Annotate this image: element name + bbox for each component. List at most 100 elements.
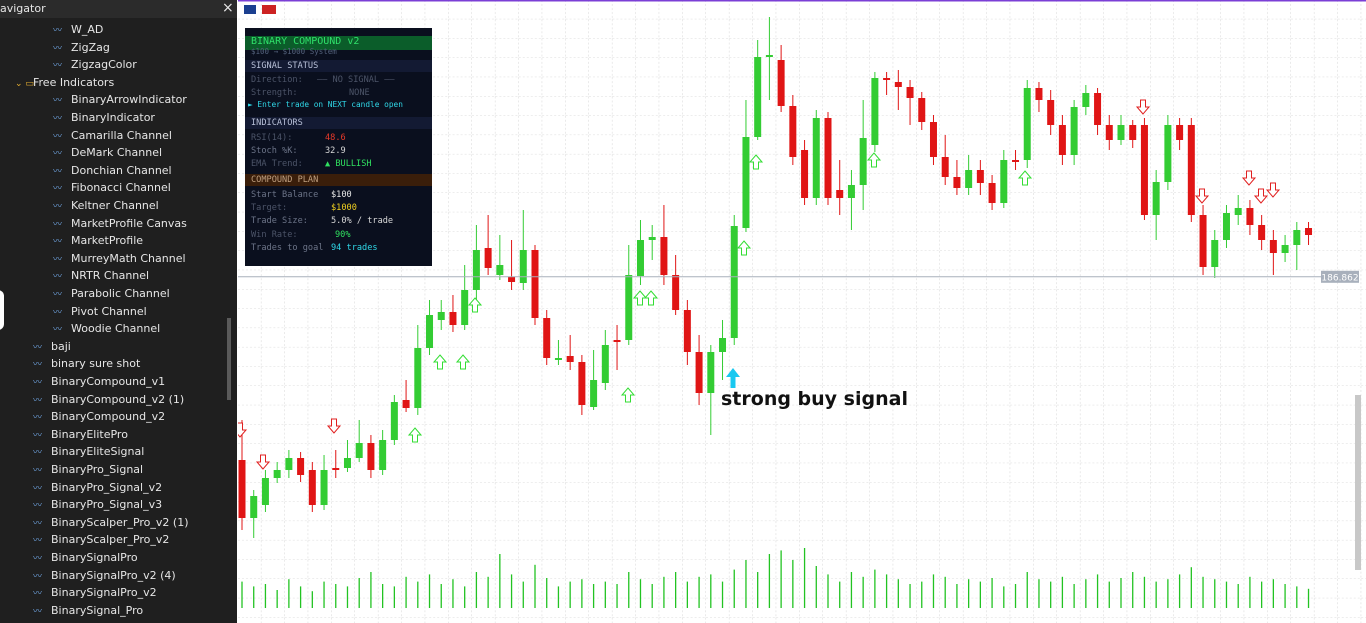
- item-icon: 〰: [53, 254, 63, 265]
- candle-body: [1105, 125, 1113, 140]
- item-label: MurreyMath Channel: [71, 251, 186, 265]
- navigator-item[interactable]: 〰 BinaryCompound_v2 (1): [33, 391, 184, 408]
- navigator-item[interactable]: 〰 Donchian Channel: [53, 162, 172, 179]
- navigator-item[interactable]: 〰 BinarySignalPro: [33, 549, 138, 566]
- candle-body: [1176, 125, 1184, 140]
- candle-body: [367, 443, 375, 470]
- candle-body: [871, 78, 879, 145]
- navigator-item[interactable]: 〰 BinaryCompound_v1: [33, 373, 165, 390]
- candle-body: [531, 250, 539, 318]
- navigator-item[interactable]: 〰 MarketProfile: [53, 232, 143, 249]
- navigator-item[interactable]: 〰 ZigzagColor: [53, 56, 137, 73]
- item-icon: 〰: [33, 554, 43, 564]
- navigator-item[interactable]: 〰 Pivot Channel: [53, 303, 147, 320]
- navigator-item[interactable]: 〰 BinaryCompound_v2: [33, 408, 165, 425]
- candle-body: [472, 250, 480, 290]
- item-label: BinaryCompound_v1: [51, 375, 166, 388]
- item-label: Woodie Channel: [71, 322, 161, 336]
- candle-body: [320, 470, 328, 505]
- navigator-item[interactable]: 〰 BinarySignalPro_v2 (4): [33, 567, 176, 584]
- candle-body: [402, 400, 410, 408]
- candle-body: [953, 177, 961, 188]
- item-label: baji: [51, 339, 71, 353]
- navigator-item[interactable]: 〰 binary sure shot: [33, 355, 140, 372]
- value: NONE: [349, 88, 370, 98]
- item-icon: 〰: [53, 26, 63, 36]
- candles: 186.862: [238, 17, 1359, 608]
- candle-body: [508, 277, 516, 282]
- item-label: W_AD: [71, 23, 104, 36]
- edge-handle: [0, 290, 4, 330]
- candle-body: [801, 150, 809, 198]
- candle-body: [836, 190, 844, 198]
- item-icon: 〰: [53, 149, 63, 160]
- value: $1000: [331, 203, 357, 213]
- item-label: BinarySignalPro_v2 (4): [51, 568, 176, 582]
- item-label: MarketProfile: [71, 234, 144, 248]
- toolbar-icon[interactable]: [262, 5, 276, 14]
- candle-body: [812, 118, 820, 198]
- section-title: COMPOUND PLAN: [251, 175, 319, 185]
- item-label: BinaryPro_Signal: [51, 463, 144, 476]
- candle-body: [1234, 208, 1242, 215]
- navigator-item[interactable]: 〰 NRTR Channel: [53, 267, 149, 284]
- navigator-item[interactable]: 〰 BinaryArrowIndicator: [53, 91, 187, 108]
- item-label: Donchian Channel: [71, 163, 172, 177]
- label: Trades to goal: [251, 243, 324, 253]
- navigator-item[interactable]: 〰 BinarySignal_Pro: [33, 602, 143, 619]
- navigator-item[interactable]: 〰 BinaryElitePro: [33, 426, 128, 443]
- candle-body: [883, 78, 891, 80]
- navigator-item[interactable]: 〰 MurreyMath Channel: [53, 250, 186, 267]
- candle-body: [1047, 100, 1055, 125]
- navigator-item[interactable]: 〰 BinaryScalper_Pro_v2: [33, 531, 169, 548]
- toolbar-icon[interactable]: [244, 5, 256, 14]
- navigator-item[interactable]: 〰 W_AD: [53, 21, 103, 38]
- panel-row: Trades to goal 94 trades: [245, 242, 432, 254]
- candle-body: [695, 352, 703, 393]
- item-icon: 〰: [33, 536, 43, 547]
- candle-body: [1199, 215, 1207, 267]
- item-icon: 〰: [33, 483, 43, 494]
- close-button[interactable]: ×: [222, 0, 234, 16]
- navigator-item[interactable]: 〰 Keltner Channel: [53, 197, 159, 214]
- panel-row: Strength: NONE: [245, 87, 432, 99]
- panel-row: EMA Trend: ▲ BULLISH: [245, 158, 432, 170]
- navigator-item[interactable]: ⌄ ▭Free Indicators: [15, 74, 114, 91]
- navigator-item[interactable]: 〰 BinarySignalPro_v2: [33, 584, 157, 601]
- candle-body: [941, 157, 949, 177]
- navigator-item[interactable]: 〰 BinaryPro_Signal_v3: [33, 496, 162, 513]
- item-label: BinaryEliteSignal: [51, 445, 145, 459]
- navigator-item[interactable]: 〰 BinaryScalper_Pro_v2 (1): [33, 514, 188, 531]
- panel-title-row: BINARY COMPOUND v2: [245, 36, 432, 50]
- navigator-item[interactable]: 〰 MarketProfile Canvas: [53, 215, 187, 232]
- item-icon: 〰: [33, 466, 43, 476]
- navigator-item[interactable]: 〰 BinaryEliteSignal: [33, 443, 144, 460]
- value: 90%: [335, 230, 351, 240]
- candle-body: [461, 290, 469, 325]
- navigator-item[interactable]: 〰 BinaryPro_Signal: [33, 461, 143, 478]
- candle-body: [554, 358, 562, 360]
- scrollbar[interactable]: [1355, 395, 1361, 570]
- navigator-item[interactable]: 〰 DeMark Channel: [53, 144, 162, 161]
- value: 5.0% / trade: [331, 216, 394, 226]
- navigator-item[interactable]: 〰 Woodie Channel: [53, 320, 160, 337]
- navigator-item[interactable]: 〰 BinaryIndicator: [53, 109, 155, 126]
- candle-body: [730, 226, 738, 338]
- label: Trade Size:: [251, 216, 308, 226]
- navigator-item[interactable]: 〰 BinaryPro_Signal_v2: [33, 479, 162, 496]
- value: $100: [331, 190, 352, 200]
- navigator-item[interactable]: 〰 baji: [33, 338, 71, 355]
- candle-body: [754, 57, 762, 137]
- item-label: BinaryCompound_v2: [51, 410, 166, 424]
- item-label: Keltner Channel: [71, 199, 159, 212]
- navigator-item[interactable]: 〰 Fibonacci Channel: [53, 179, 171, 196]
- item-icon: 〰: [33, 501, 43, 512]
- scrollbar[interactable]: [227, 318, 231, 400]
- navigator-item[interactable]: 〰 ZigZag: [53, 39, 110, 56]
- navigator-item[interactable]: 〰 Parabolic Channel: [53, 285, 170, 302]
- candle-body: [1094, 93, 1102, 125]
- navigator-item[interactable]: 〰 Camarilla Channel: [53, 127, 172, 144]
- candle-body: [719, 338, 727, 352]
- item-icon: 〰: [33, 430, 43, 441]
- panel-subtitle-row: $100 → $1000 System: [245, 46, 432, 58]
